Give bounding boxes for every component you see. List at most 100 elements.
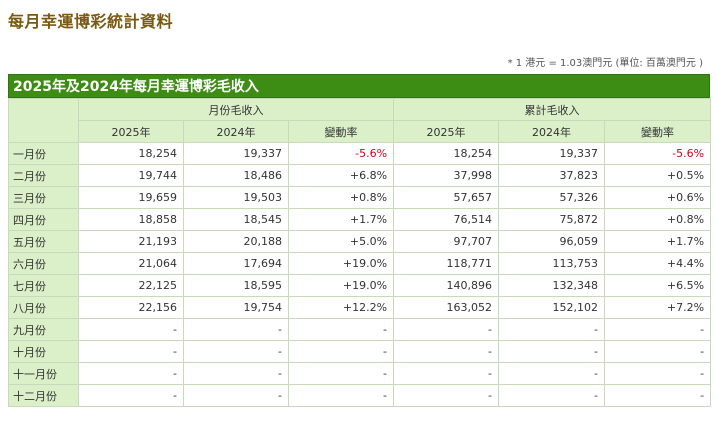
value-cell: 18,254	[78, 142, 184, 165]
month-label: 七月份	[8, 274, 79, 297]
value-cell: 18,486	[183, 164, 289, 187]
month-label: 八月份	[8, 296, 79, 319]
value-cell: +4.4%	[604, 252, 712, 275]
value-cell: 20,188	[183, 230, 289, 253]
value-cell: -	[393, 340, 500, 363]
page-title: 每月幸運博彩統計資料	[8, 12, 174, 31]
sub-header-cell: 變動率	[287, 120, 395, 143]
value-cell: 21,064	[78, 252, 184, 275]
value-cell: -	[498, 384, 606, 407]
month-label: 一月份	[8, 142, 79, 165]
value-cell: +1.7%	[287, 208, 395, 231]
value-cell: -	[498, 318, 606, 341]
value-cell: -	[287, 384, 395, 407]
month-label: 五月份	[8, 230, 79, 253]
value-cell: 140,896	[393, 274, 500, 297]
value-cell: -	[393, 384, 500, 407]
table-title: 2025年及2024年每月幸運博彩毛收入	[8, 74, 710, 98]
sub-header-cell: 2025年	[393, 120, 500, 143]
month-label: 六月份	[8, 252, 79, 275]
value-cell: -	[287, 362, 395, 385]
value-cell: -	[78, 340, 184, 363]
value-cell: -	[287, 318, 395, 341]
value-cell: -	[183, 384, 289, 407]
table-row: 十二月份 - - - - - -	[8, 384, 712, 407]
table-row: 五月份 21,193 20,188 +5.0% 97,707 96,059 +1.7%	[8, 230, 712, 253]
table-row: 四月份 18,858 18,545 +1.7% 76,514 75,872 +0.8%	[8, 208, 712, 231]
value-cell: 76,514	[393, 208, 500, 231]
value-cell: 113,753	[498, 252, 606, 275]
value-cell: -	[78, 362, 184, 385]
month-label: 九月份	[8, 318, 79, 341]
value-cell: 18,858	[78, 208, 184, 231]
table-row: 三月份 19,659 19,503 +0.8% 57,657 57,326 +0.6%	[8, 186, 712, 209]
table-row: 六月份 21,064 17,694 +19.0% 118,771 113,753 +4.4%	[8, 252, 712, 275]
sub-header-cell: 2024年	[183, 120, 289, 143]
value-cell: +0.6%	[604, 186, 712, 209]
month-label: 十二月份	[8, 384, 79, 407]
value-cell: 19,744	[78, 164, 184, 187]
value-cell: +12.2%	[287, 296, 395, 319]
value-cell: +6.5%	[604, 274, 712, 297]
table-row: 八月份 22,156 19,754 +12.2% 163,052 152,102 +7.2%	[8, 296, 712, 319]
sub-header-cell: 2025年	[78, 120, 184, 143]
table-row: 九月份 - - - - - -	[8, 318, 712, 341]
monthly-revenue-header: 月份毛收入	[77, 98, 395, 121]
value-cell: 37,823	[498, 164, 606, 187]
table-row: 七月份 22,125 18,595 +19.0% 140,896 132,348 +6.5%	[8, 274, 712, 297]
value-cell: +19.0%	[287, 274, 395, 297]
value-cell: 22,156	[78, 296, 184, 319]
month-label: 十月份	[8, 340, 79, 363]
value-cell: -	[183, 318, 289, 341]
value-cell: +0.8%	[604, 208, 712, 231]
value-cell: 163,052	[393, 296, 500, 319]
value-cell: 19,754	[183, 296, 289, 319]
value-cell: -	[604, 318, 712, 341]
table-row: 一月份 18,254 19,337 -5.6% 18,254 19,337 -5.6%	[8, 142, 712, 165]
value-cell: 18,254	[393, 142, 500, 165]
month-label: 十一月份	[8, 362, 79, 385]
value-cell: 118,771	[393, 252, 500, 275]
value-cell: +7.2%	[604, 296, 712, 319]
value-cell: 19,503	[183, 186, 289, 209]
sub-header-cell: 2024年	[498, 120, 606, 143]
value-cell: 97,707	[393, 230, 500, 253]
table-row: 十一月份 - - - - - -	[8, 362, 712, 385]
value-cell: 19,337	[183, 142, 289, 165]
value-cell: -	[78, 384, 184, 407]
month-label: 四月份	[8, 208, 79, 231]
value-cell: -5.6%	[287, 142, 395, 165]
revenue-table-container: 2025年及2024年每月幸運博彩毛收入 月份毛收入 累計毛收入 2025年 2…	[8, 74, 712, 407]
sub-header-row: 2025年 2024年 變動率 2025年 2024年 變動率	[9, 120, 712, 143]
value-cell: -	[604, 340, 712, 363]
value-cell: 22,125	[78, 274, 184, 297]
value-cell: 96,059	[498, 230, 606, 253]
value-cell: -	[393, 318, 500, 341]
cumulative-revenue-header: 累計毛收入	[393, 98, 712, 121]
value-cell: -	[393, 362, 500, 385]
value-cell: +1.7%	[604, 230, 712, 253]
value-cell: 132,348	[498, 274, 606, 297]
value-cell: -	[498, 362, 606, 385]
value-cell: 17,694	[183, 252, 289, 275]
table-row: 十月份 - - - - - -	[8, 340, 712, 363]
value-cell: -	[604, 384, 712, 407]
value-cell: -	[78, 318, 184, 341]
value-cell: 21,193	[78, 230, 184, 253]
value-cell: +19.0%	[287, 252, 395, 275]
value-cell: +6.8%	[287, 164, 395, 187]
value-cell: 75,872	[498, 208, 606, 231]
table-row: 二月份 19,744 18,486 +6.8% 37,998 37,823 +0.5%	[8, 164, 712, 187]
value-cell: 37,998	[393, 164, 500, 187]
value-cell: 18,595	[183, 274, 289, 297]
value-cell: -	[498, 340, 606, 363]
currency-note: * 1 港元 = 1.03澳門元 (單位: 百萬澳門元 )	[507, 58, 703, 69]
month-label: 二月份	[8, 164, 79, 187]
month-label: 三月份	[8, 186, 79, 209]
table-body: 一月份 18,254 19,337 -5.6% 18,254 19,337 -5.6% 二月份…	[8, 142, 712, 407]
value-cell: -	[183, 362, 289, 385]
value-cell: 19,337	[498, 142, 606, 165]
value-cell: -	[287, 340, 395, 363]
month-header-cell	[8, 98, 79, 143]
value-cell: +0.8%	[287, 186, 395, 209]
